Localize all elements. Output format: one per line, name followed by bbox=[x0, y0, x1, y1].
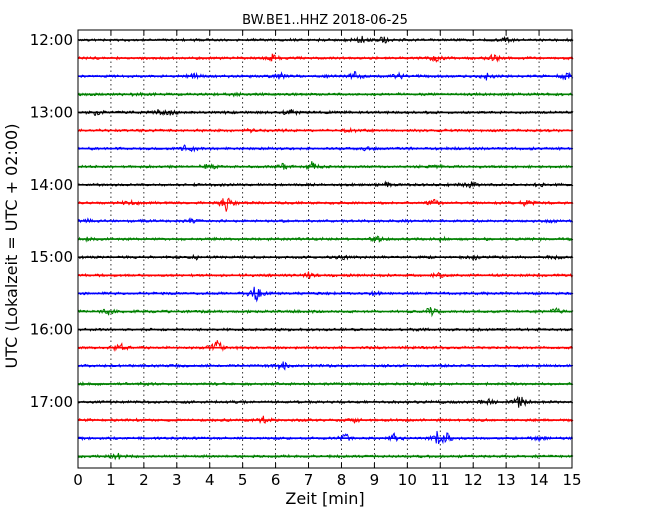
x-tick-label: 12 bbox=[464, 471, 483, 489]
y-tick-label: 16:00 bbox=[30, 321, 73, 339]
x-tick-label: 1 bbox=[106, 471, 116, 489]
y-tick-label: 12:00 bbox=[30, 31, 73, 49]
x-tick-label: 10 bbox=[398, 471, 417, 489]
trace-line bbox=[77, 161, 574, 170]
plot-frame bbox=[77, 29, 573, 469]
y-tick-label: 14:00 bbox=[30, 176, 73, 194]
y-axis-ticks: 12:00 13:00 14:00 15:00 16:00 17:00 bbox=[30, 31, 572, 411]
y-tick-label: 13:00 bbox=[30, 103, 73, 121]
x-tick-label: 8 bbox=[337, 471, 347, 489]
x-tick-label: 13 bbox=[497, 471, 516, 489]
vertical-grid bbox=[110, 30, 540, 468]
x-tick-label: 9 bbox=[370, 471, 380, 489]
x-tick-label: 11 bbox=[431, 471, 450, 489]
y-axis-label: UTC (Lokalzeit = UTC + 02:00) bbox=[2, 124, 21, 369]
x-axis-label: Zeit [min] bbox=[285, 489, 364, 508]
trace-line bbox=[77, 197, 574, 212]
x-tick-label: 14 bbox=[530, 471, 549, 489]
x-tick-label: 15 bbox=[562, 471, 581, 489]
y-tick-label: 17:00 bbox=[30, 393, 73, 411]
x-tick-label: 3 bbox=[172, 471, 182, 489]
x-tick-label: 6 bbox=[271, 471, 281, 489]
x-tick-label: 4 bbox=[205, 471, 215, 489]
x-axis-ticks: 0 1 2 3 4 5 6 7 8 9 10 11 12 13 14 15 bbox=[73, 30, 582, 489]
x-tick-label: 7 bbox=[304, 471, 314, 489]
traces-group bbox=[77, 35, 574, 461]
x-tick-label: 2 bbox=[139, 471, 149, 489]
x-tick-label: 5 bbox=[238, 471, 248, 489]
y-tick-label: 15:00 bbox=[30, 248, 73, 266]
chart-title: BW.BE1..HHZ 2018-06-25 bbox=[242, 13, 408, 28]
x-tick-label: 0 bbox=[73, 471, 83, 489]
